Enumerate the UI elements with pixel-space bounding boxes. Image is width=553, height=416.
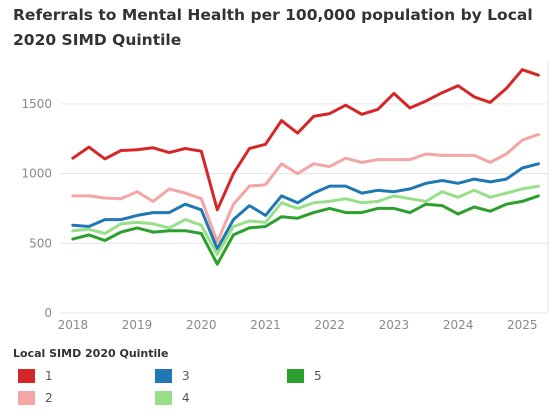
legend-swatch — [287, 369, 304, 383]
x-tick-label: 2019 — [122, 318, 153, 332]
legend-swatch — [155, 391, 172, 405]
series-line-4[interactable] — [71, 184, 540, 256]
legend-label: 2 — [45, 391, 53, 405]
legend-item-3[interactable]: 3 — [155, 366, 190, 386]
x-tick-label: 2022 — [314, 318, 345, 332]
legend-item-2[interactable]: 2 — [18, 388, 53, 408]
legend-label: 1 — [45, 369, 53, 383]
series-line-1[interactable] — [71, 68, 540, 212]
legend-swatch — [18, 369, 35, 383]
y-tick-label: 1500 — [21, 97, 52, 111]
y-tick-label: 0 — [44, 306, 52, 320]
legend-item-1[interactable]: 1 — [18, 366, 53, 386]
x-tick-label: 2021 — [250, 318, 281, 332]
legend-title: Local SIMD 2020 Quintile — [13, 347, 169, 360]
series-line-2[interactable] — [71, 133, 540, 244]
y-tick-label: 1000 — [21, 167, 52, 181]
y-tick-label: 500 — [29, 236, 52, 250]
chart-title: Referrals to Mental Health per 100,000 p… — [13, 6, 533, 49]
x-tick-label: 2020 — [186, 318, 217, 332]
legend-swatch — [18, 391, 35, 405]
series-line-5[interactable] — [71, 194, 540, 266]
x-tick-label: 2024 — [443, 318, 474, 332]
legend-label: 5 — [314, 369, 322, 383]
x-tick-label: 2023 — [379, 318, 410, 332]
line-chart: 0 500 1000 1500 2018 2019 2020 2021 2022 2023 202… — [21, 62, 549, 332]
x-tick-label: 2018 — [58, 318, 89, 332]
legend-item-4[interactable]: 4 — [155, 388, 190, 408]
legend-item-5[interactable]: 5 — [287, 366, 322, 386]
legend-label: 4 — [182, 391, 190, 405]
x-tick-label: 2025 — [507, 318, 538, 332]
legend-swatch — [155, 369, 172, 383]
legend-label: 3 — [182, 369, 190, 383]
series-line-3[interactable] — [71, 162, 540, 251]
